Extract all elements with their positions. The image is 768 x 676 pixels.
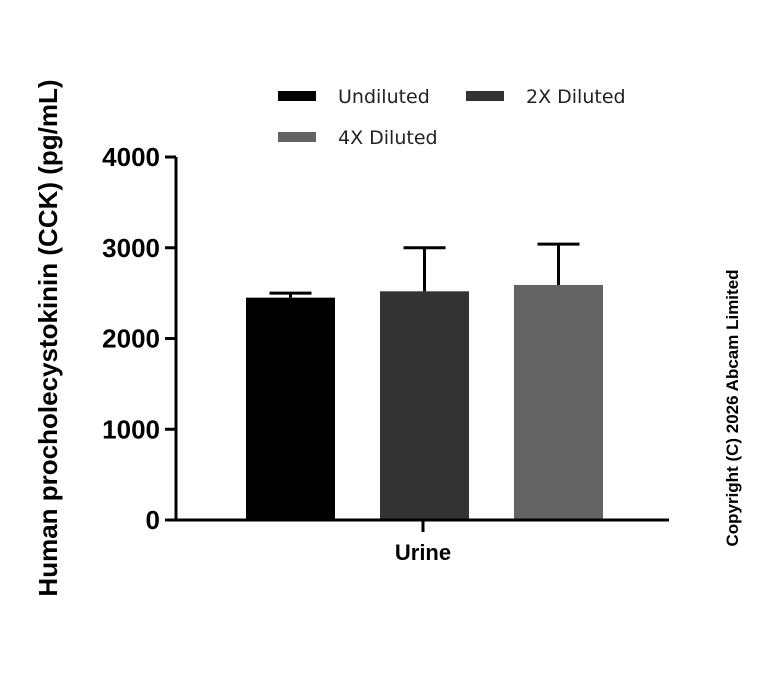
legend: Undiluted 2X Diluted 4X Diluted [278, 86, 626, 149]
bars [246, 284, 603, 520]
legend-swatch [466, 91, 504, 101]
y-tick-label: 1000 [102, 414, 160, 444]
legend-label: Undiluted [338, 86, 430, 108]
error-bars [269, 242, 580, 298]
y-axis-label: Human procholecystokinin (CCK) (pg/mL) [33, 79, 63, 596]
x-category-label: Urine [395, 540, 451, 565]
bar-2x-diluted [380, 291, 469, 520]
legend-swatch [278, 91, 316, 101]
bar-4x-diluted [514, 284, 603, 520]
legend-label: 2X Diluted [526, 86, 626, 108]
legend-swatch [278, 132, 316, 142]
x-categories: Urine [395, 540, 451, 565]
legend-label: 4X Diluted [338, 127, 438, 149]
y-tick-label: 3000 [102, 233, 160, 263]
copyright-text: Copyright (C) 2026 Abcam Limited [723, 269, 742, 546]
y-ticks: 0 1000 2000 3000 4000 [102, 142, 176, 535]
y-tick-label: 0 [146, 505, 160, 535]
y-tick-label: 2000 [102, 324, 160, 354]
y-tick-label: 4000 [102, 142, 160, 172]
bar-undiluted [246, 297, 335, 520]
